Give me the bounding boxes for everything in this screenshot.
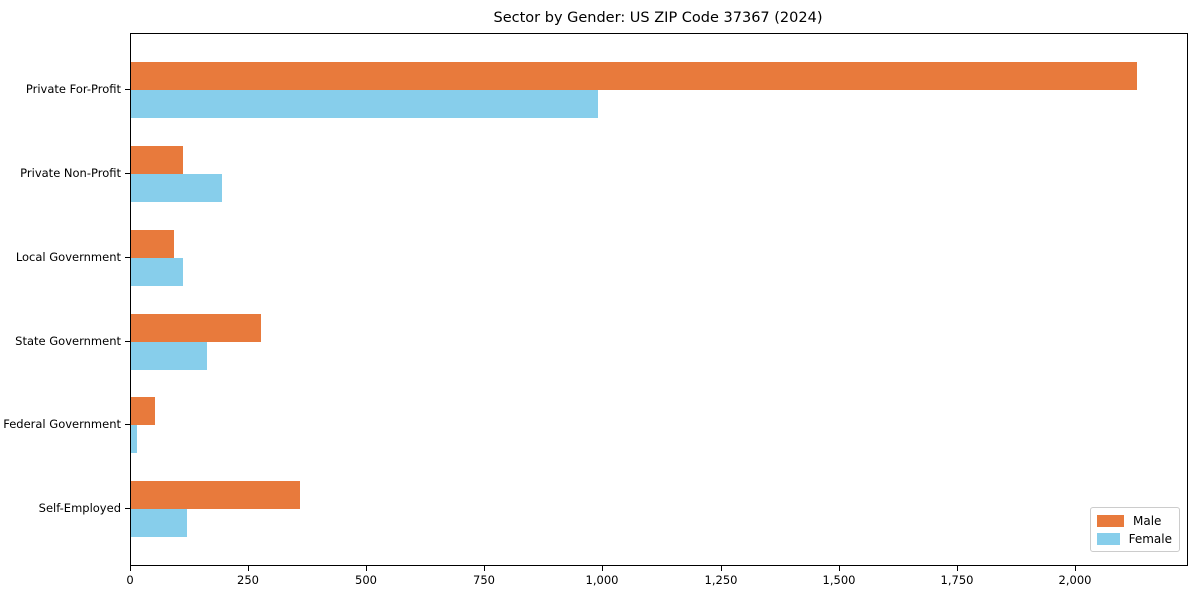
- bar-female-private-for-profit: [131, 90, 598, 118]
- chart-title: Sector by Gender: US ZIP Code 37367 (202…: [493, 10, 823, 26]
- category-label-self-employed: Self-Employed: [38, 501, 121, 515]
- category-label-federal-government: Federal Government: [3, 417, 121, 431]
- x-tick-label-750: 750: [473, 573, 495, 587]
- legend-item-male: Male: [1097, 513, 1172, 529]
- y-tick-mark: [125, 257, 130, 258]
- x-tick-mark: [366, 566, 367, 571]
- legend-label-male: Male: [1133, 514, 1162, 528]
- bar-female-self-employed: [131, 509, 187, 538]
- plot-area: [130, 33, 1188, 566]
- x-tick-label-0: 0: [126, 573, 134, 587]
- category-label-private-for-profit: Private For-Profit: [25, 82, 121, 96]
- bar-female-private-non-profit: [131, 173, 222, 202]
- bar-male-self-employed: [131, 481, 300, 510]
- x-tick-label-1750: 1,750: [940, 573, 974, 587]
- bar-female-local-government: [131, 257, 183, 286]
- female-series-swatch: [1097, 533, 1120, 545]
- category-label-private-non-profit: Private Non-Profit: [20, 166, 121, 180]
- x-tick-mark: [839, 566, 840, 571]
- x-tick-label-1500: 1,500: [822, 573, 856, 587]
- category-label-state-government: State Government: [15, 334, 121, 348]
- bar-male-local-government: [131, 229, 174, 258]
- x-tick-label-500: 500: [355, 573, 377, 587]
- legend-label-female: Female: [1128, 532, 1172, 546]
- y-tick-mark: [125, 341, 130, 342]
- x-tick-mark: [484, 566, 485, 571]
- x-tick-label-2000: 2,000: [1058, 573, 1092, 587]
- y-tick-mark: [125, 424, 130, 425]
- x-tick-mark: [130, 566, 131, 571]
- bar-male-private-for-profit: [131, 62, 1137, 90]
- y-tick-mark: [125, 89, 130, 90]
- x-tick-label-1250: 1,250: [704, 573, 738, 587]
- x-tick-mark: [1075, 566, 1076, 571]
- category-label-local-government: Local Government: [15, 250, 121, 264]
- y-tick-mark: [125, 173, 130, 174]
- x-tick-mark: [248, 566, 249, 571]
- x-tick-mark: [721, 566, 722, 571]
- bar-female-state-government: [131, 341, 207, 370]
- x-tick-mark: [602, 566, 603, 571]
- bar-male-state-government: [131, 313, 261, 342]
- x-tick-label-250: 250: [237, 573, 259, 587]
- bar-male-federal-government: [131, 397, 155, 426]
- bar-female-federal-government: [131, 425, 137, 454]
- legend-item-female: Female: [1097, 531, 1172, 547]
- x-tick-label-1000: 1,000: [585, 573, 619, 587]
- bar-male-private-non-profit: [131, 145, 183, 174]
- y-tick-mark: [125, 508, 130, 509]
- male-series-swatch: [1097, 515, 1124, 527]
- legend: Male Female: [1090, 507, 1180, 552]
- x-tick-mark: [957, 566, 958, 571]
